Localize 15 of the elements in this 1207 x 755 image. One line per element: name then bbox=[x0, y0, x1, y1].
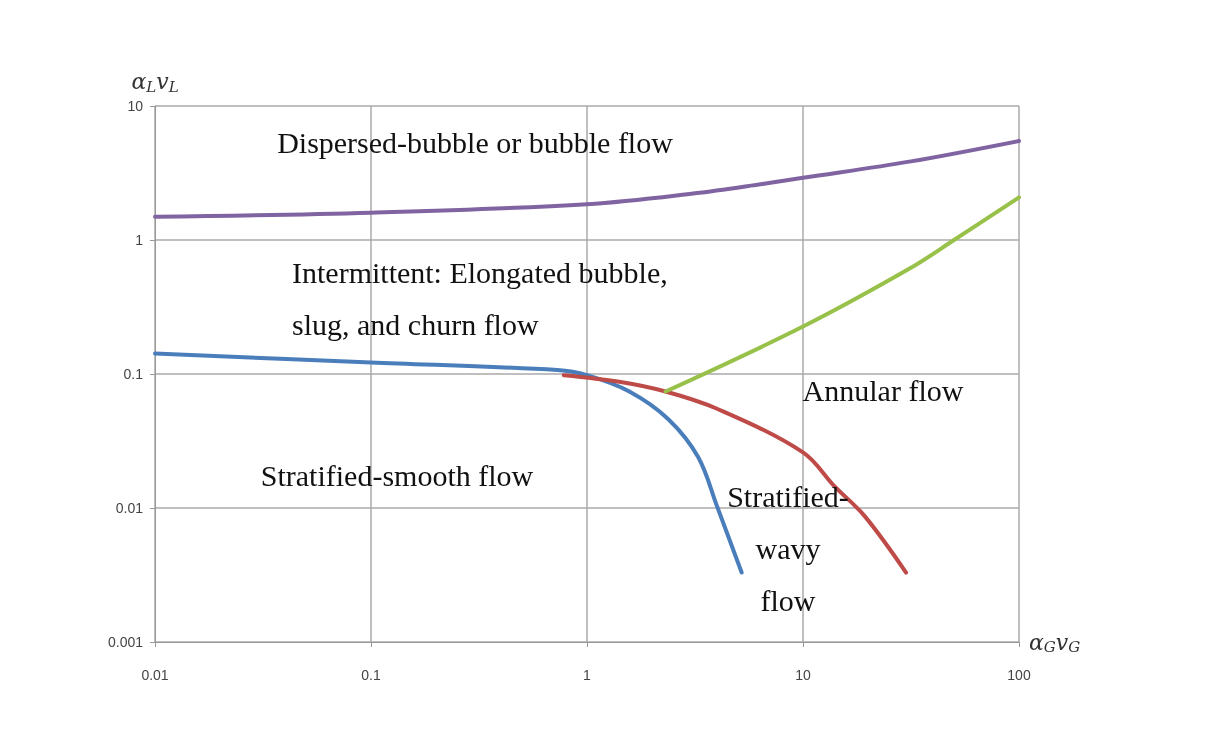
annotation: Annular flow bbox=[802, 373, 964, 407]
annotation: Stratified-smooth flow bbox=[260, 458, 534, 492]
y-tick-label: 1 bbox=[135, 232, 144, 248]
x-tick-label: 10 bbox=[795, 667, 811, 683]
x-tick-label: 0.01 bbox=[141, 667, 169, 683]
y-tick-label: 0.001 bbox=[107, 634, 144, 650]
x-tick-label: 1 bbox=[583, 667, 592, 683]
x-tick-label: 100 bbox=[1007, 667, 1031, 683]
y-tick-label: 10 bbox=[127, 98, 144, 114]
y-tick-label: 0.1 bbox=[123, 366, 144, 382]
annotation: Intermittent: Elongated bubble, slug, and churn flow bbox=[292, 255, 668, 341]
annotation: Dispersed-bubble or bubble flow bbox=[277, 125, 674, 159]
annotation: Stratified- wavy flow bbox=[727, 479, 849, 617]
x-tick-label: 0.1 bbox=[361, 667, 381, 683]
y-tick-label: 0.01 bbox=[115, 500, 144, 516]
